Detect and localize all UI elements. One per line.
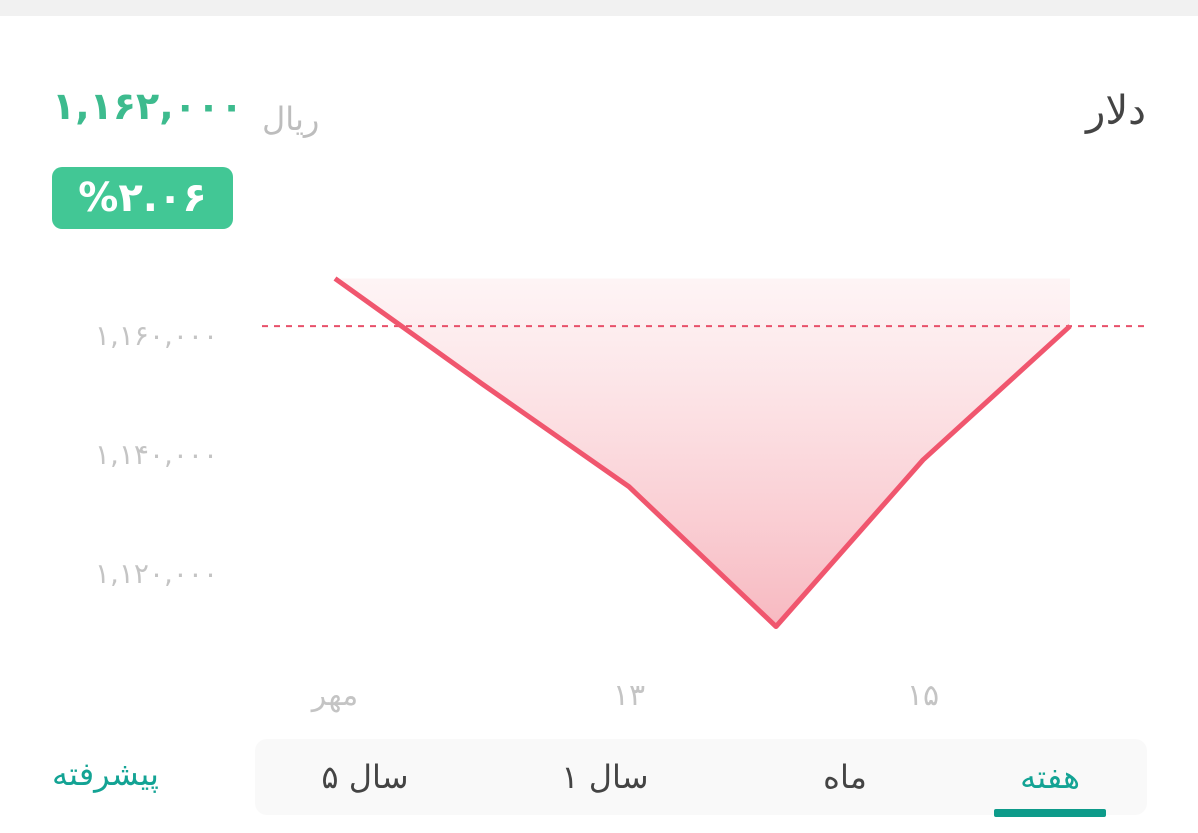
period-tabs: ۵ سال ۱ سال ماه هفته [255,739,1147,817]
tab-label: هفته [1020,758,1080,796]
series-line [333,276,1072,630]
x-tick-label: ۱۵ [907,678,939,713]
x-tick-label: ۱۳ [613,678,645,713]
advanced-button[interactable]: پیشرفته [52,755,159,793]
tab-label: ۱ سال [561,758,649,796]
active-tab-indicator [994,809,1106,817]
tab-label: ماه [823,758,867,796]
asset-title: دلار [1086,88,1146,134]
top-bar [0,0,1198,16]
change-badge: %۲.۰۶ [52,167,233,229]
tab-week[interactable]: هفته [965,739,1135,817]
y-tick-label: ۱,۱۶۰,۰۰۰ [95,319,218,352]
tab-label: ۵ سال [321,758,409,796]
current-price: ۱,۱۶۲,۰۰۰ [52,84,244,128]
x-tick-label: مهر [310,678,358,713]
currency-unit: ریال [262,100,320,138]
y-tick-label: ۱,۱۲۰,۰۰۰ [95,557,218,590]
tab-5-years[interactable]: ۵ سال [265,739,465,815]
area-fill [335,278,1070,627]
y-tick-label: ۱,۱۴۰,۰۰۰ [95,438,218,471]
tab-month[interactable]: ماه [745,739,945,815]
tab-1-year[interactable]: ۱ سال [505,739,705,815]
